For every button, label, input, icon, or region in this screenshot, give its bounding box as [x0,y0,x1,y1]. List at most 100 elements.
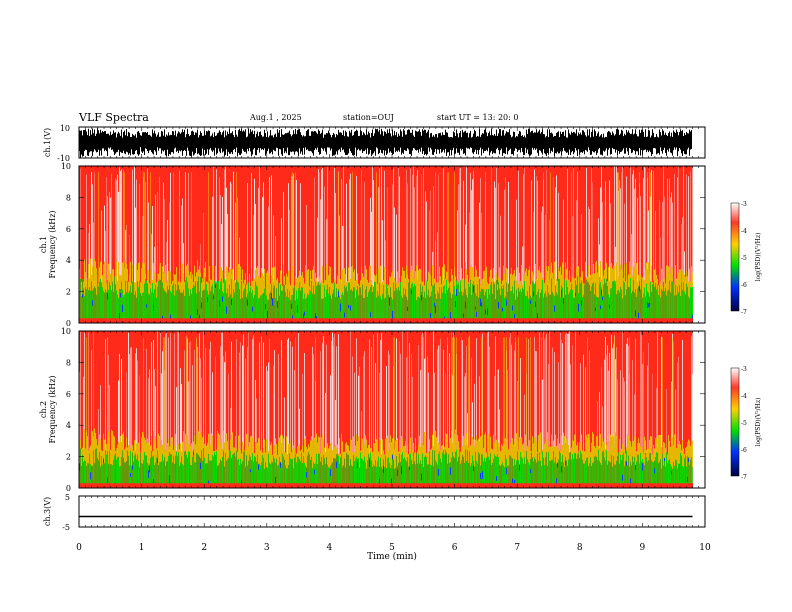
spectrogram-cell [502,445,503,463]
spectrogram-cell [496,167,497,274]
spectrogram-cell [605,270,606,284]
spectrogram-cell [475,265,476,294]
spectrogram-cell [199,483,200,488]
spectrogram-cell [477,276,478,285]
spectrogram-cell [151,233,152,274]
spectrogram-cell [350,318,351,323]
spectrogram-cell [226,187,227,267]
spectrogram-cell [255,380,256,443]
spectrogram-cell [156,483,157,488]
spectrogram-cell [535,483,536,488]
spectrogram-cell [380,440,381,459]
spectrogram-cell [404,294,405,320]
spectrogram-cell [370,197,371,266]
spectrogram-cell [393,337,394,443]
spectrogram-cell [336,448,337,455]
spectrogram-cell [181,270,182,293]
spectrogram-cell [122,304,123,313]
spectrogram-cell [366,468,367,485]
spectrogram-cell [298,287,299,320]
spectrogram-cell [229,318,230,323]
spectrogram-cell [450,318,451,323]
spectrogram-cell [306,446,307,468]
spectrogram-cell [98,483,99,488]
spectrogram-cell [193,284,194,320]
spectrogram-cell [325,296,326,320]
spectrogram-cell [457,435,458,462]
spectrogram-cell [157,191,158,281]
spectrogram-cell [465,372,466,445]
spectrogram-cell [161,440,162,462]
spectrogram-cell [628,455,629,485]
spectrogram-cell [234,483,235,488]
spectrogram-cell [308,294,309,320]
spectrogram-cell [608,460,609,485]
spectrogram-cell [126,483,127,488]
spectrogram-cell [399,483,400,488]
spectrogram-cell [108,263,109,291]
spectrogram-cell [384,267,385,299]
spectrogram-cell [106,444,107,455]
spectrogram-cell [437,449,438,465]
spectrogram-cell [300,276,301,291]
spectrogram-cell [617,290,618,320]
spectrogram-cell [604,318,605,323]
spectrogram-cell [667,178,668,273]
spectrogram-cell [353,483,354,488]
spectrogram-cell [286,318,287,323]
spectrogram-cell [627,434,628,466]
spectrogram-cell [231,341,232,435]
spectrogram-cell [416,175,417,266]
spectrogram-cell [450,281,451,293]
spectrogram-cell [251,460,252,485]
spectrogram-cell [540,292,541,320]
spectrogram-cell [211,460,212,485]
spectrogram-cell [209,318,210,323]
spectrogram-cell [139,467,140,485]
spectrogram-cell [505,177,506,281]
spectrogram-cell [287,339,288,455]
spectrogram-cell [270,283,271,292]
spectrogram-cell [309,483,310,488]
spectrogram-cell [213,293,214,320]
spectrogram-cell [86,337,87,432]
spectrogram-cell [520,483,521,488]
spectrogram-cell [338,172,339,285]
spectrogram-cell [498,456,499,485]
spectrogram-cell [688,296,689,320]
spectrogram-cell [521,437,522,458]
spectrogram-cell [573,318,574,323]
spectrogram-cell [223,293,224,320]
spectrogram-cell [131,346,132,450]
spectrogram-cell [516,199,517,281]
spectrogram-cell [407,307,408,311]
spectrogram-cell [251,267,252,293]
spectrogram-cell [357,286,358,320]
spectrogram-cell [460,483,461,488]
spectrogram-cell [211,286,212,320]
spectrogram-cell [548,266,549,293]
spectrogram-cell [362,284,363,320]
spectrogram-cell [668,435,669,461]
spectrogram-cell [151,436,152,451]
spectrogram-cell [311,436,312,457]
spectrogram-cell [236,172,237,280]
spectrogram-cell [407,483,408,488]
spectrogram-cell [93,331,94,437]
spectrogram-cell [195,462,196,485]
spectrogram-cell [448,447,449,455]
spectrogram-cell [424,432,425,457]
spectrogram-cell [416,453,417,485]
spectrogram-cell [425,278,426,298]
spectrogram-cell [486,318,487,323]
spectrogram-cell [367,483,368,488]
spectrogram-cell [229,284,230,320]
spectrogram-cell [207,290,208,320]
spectrogram-cell [185,275,186,280]
spectrogram-cell [243,451,244,485]
spectrogram-cell [436,437,437,462]
spectrogram-cell [550,461,551,485]
spectrogram-cell [222,270,223,292]
spectrogram-cell [609,441,610,462]
spectrogram-cell [638,438,639,456]
